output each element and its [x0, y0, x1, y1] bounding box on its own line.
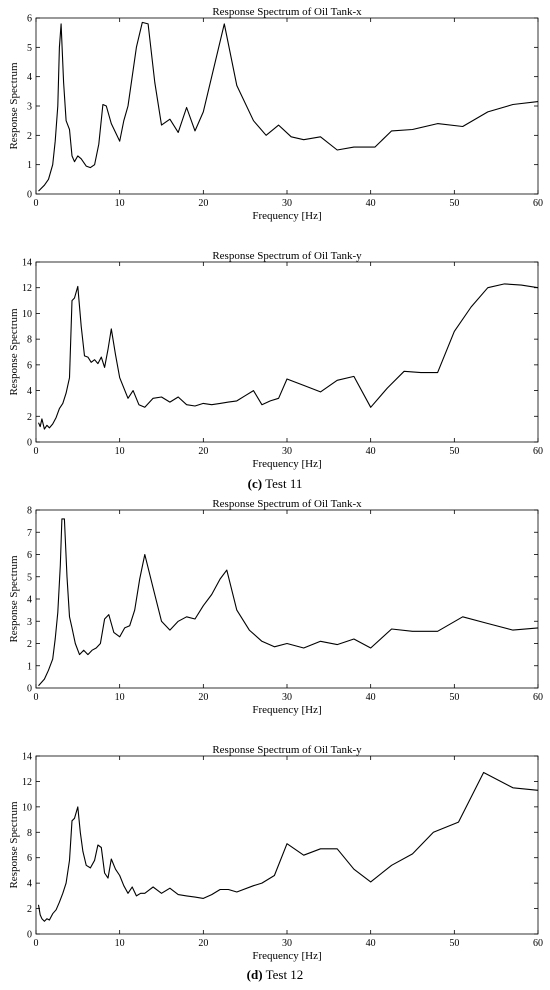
x-tick-label: 60: [533, 198, 543, 209]
y-tick-label: 14: [22, 258, 32, 269]
x-axis-label: Frequency [Hz]: [252, 458, 321, 470]
y-tick-label: 0: [27, 190, 32, 201]
x-tick-label: 30: [282, 446, 292, 457]
y-tick-label: 2: [27, 131, 32, 142]
y-tick-label: 7: [27, 528, 32, 539]
chart-1: 0 10 20 30 40 50 60 0 1 2 3 4 5 6 Response Spectrum of…: [8, 6, 543, 222]
caption-d-label: (d): [246, 967, 263, 982]
y-tick-label: 8: [27, 828, 32, 839]
y-tick-label: 6: [27, 550, 32, 561]
y-tick-label: 8: [27, 506, 32, 517]
y-tick-label: 6: [27, 853, 32, 864]
x-axis-label: Frequency [Hz]: [252, 210, 321, 222]
y-tick-label: 2: [27, 639, 32, 650]
series-line: [37, 771, 539, 922]
x-tick-label: 0: [34, 198, 39, 209]
series-line: [38, 21, 539, 192]
x-tick-label: 20: [198, 938, 208, 949]
chart-title: Response Spectrum of Oil Tank-x: [212, 6, 362, 18]
series-line: [38, 518, 539, 687]
y-tick-label: 4: [27, 386, 32, 397]
x-tick-label: 50: [449, 692, 459, 703]
chart-3: 0 10 20 30 40 50 60 0 1 2 3 4 5 6 7 8 Response Spectrum …: [8, 498, 543, 716]
x-tick-label: 10: [115, 198, 125, 209]
x-axis-label: Frequency [Hz]: [252, 704, 321, 716]
y-tick-label: 4: [27, 595, 32, 606]
chart-2: 0 10 20 30 40 50 60 0 2 4 6 8 10 12 14 Response Spectru…: [8, 250, 543, 470]
x-tick-label: 10: [115, 692, 125, 703]
y-tick-label: 0: [27, 438, 32, 449]
x-tick-label: 50: [449, 198, 459, 209]
y-tick-label: 0: [27, 930, 32, 941]
y-tick-label: 1: [27, 160, 32, 171]
y-tick-label: 2: [27, 412, 32, 423]
x-tick-label: 40: [366, 938, 376, 949]
x-tick-label: 60: [533, 692, 543, 703]
x-tick-label: 40: [366, 198, 376, 209]
y-tick-label: 2: [27, 904, 32, 915]
y-tick-label: 4: [27, 72, 32, 83]
x-tick-label: 10: [115, 938, 125, 949]
y-tick-label: 6: [27, 360, 32, 371]
x-tick-label: 20: [198, 198, 208, 209]
x-tick-label: 30: [282, 938, 292, 949]
caption-c-text: Test 11: [265, 476, 303, 491]
caption-c: (c) Test 11: [0, 476, 550, 492]
chart-4: 0 10 20 30 40 50 60 0 2 4 6 8 10 12 14 Response Spectru…: [8, 744, 543, 962]
y-tick-label: 8: [27, 335, 32, 346]
x-axis-label: Frequency [Hz]: [252, 950, 321, 962]
x-tick-label: 30: [282, 198, 292, 209]
plot-frame: [35, 17, 539, 195]
y-tick-label: 5: [27, 43, 32, 54]
x-tick-label: 10: [115, 446, 125, 457]
x-tick-label: 60: [533, 938, 543, 949]
x-tick-label: 30: [282, 692, 292, 703]
plot-frame: [35, 509, 539, 689]
caption-d: (d) Test 12: [0, 967, 550, 983]
caption-d-text: Test 12: [265, 967, 304, 982]
x-tick-label: 40: [366, 692, 376, 703]
y-tick-label: 5: [27, 572, 32, 583]
y-axis-label: Response Spectrum: [8, 308, 20, 396]
y-tick-label: 1: [27, 661, 32, 672]
chart-title: Response Spectrum of Oil Tank-y: [212, 744, 362, 756]
x-tick-label: 20: [198, 692, 208, 703]
y-axis-label: Response Spectrum: [8, 62, 20, 150]
x-tick-label: 0: [34, 938, 39, 949]
plot-frame: [35, 261, 539, 443]
x-tick-label: 0: [34, 692, 39, 703]
x-tick-label: 50: [449, 938, 459, 949]
y-tick-label: 3: [27, 617, 32, 628]
x-tick-label: 20: [198, 446, 208, 457]
caption-c-label: (c): [247, 476, 263, 491]
x-tick-label: 40: [366, 446, 376, 457]
chart-title: Response Spectrum of Oil Tank-y: [212, 250, 362, 262]
y-tick-label: 12: [22, 283, 32, 294]
y-tick-label: 3: [27, 102, 32, 113]
x-tick-label: 0: [34, 446, 39, 457]
y-tick-label: 10: [22, 309, 32, 320]
series-line: [37, 283, 539, 430]
y-tick-label: 6: [27, 14, 32, 25]
y-tick-label: 12: [22, 777, 32, 788]
chart-title: Response Spectrum of Oil Tank-x: [212, 498, 362, 510]
y-tick-label: 4: [27, 879, 32, 890]
x-tick-label: 50: [449, 446, 459, 457]
y-tick-label: 0: [27, 684, 32, 695]
y-axis-label: Response Spectrum: [8, 555, 20, 643]
x-tick-label: 60: [533, 446, 543, 457]
y-tick-label: 14: [22, 752, 32, 763]
y-axis-label: Response Spectrum: [8, 801, 20, 889]
y-tick-label: 10: [22, 802, 32, 813]
